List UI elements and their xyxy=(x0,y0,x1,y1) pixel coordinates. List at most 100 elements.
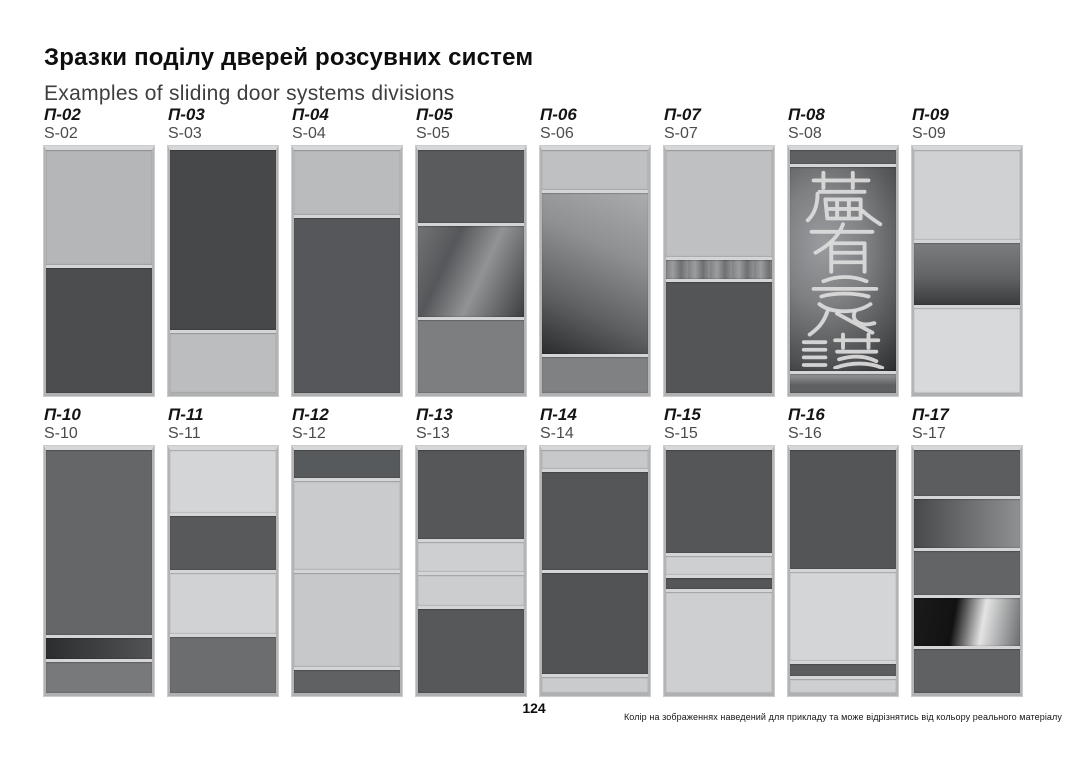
door-panel xyxy=(294,214,400,393)
door-sample-p10: П-10 S-10 xyxy=(44,406,154,696)
door-panel xyxy=(914,304,1020,393)
door-labels: П-08 S-08 xyxy=(788,106,898,146)
door-labels: П-14 S-14 xyxy=(540,406,650,446)
door-labels: П-13 S-13 xyxy=(416,406,526,446)
door-code-uk: П-15 xyxy=(664,405,701,424)
door-panel xyxy=(542,150,648,191)
door-code-en: S-03 xyxy=(168,124,202,142)
door-code-en: S-16 xyxy=(788,424,822,442)
door-panel xyxy=(914,496,1020,548)
door-code-uk: П-08 xyxy=(788,105,825,124)
door-panel xyxy=(170,150,276,330)
door-code-uk: П-02 xyxy=(44,105,81,124)
door-sample-p05: П-05 S-05 xyxy=(416,106,526,396)
door-labels: П-02 S-02 xyxy=(44,106,154,146)
door-code-uk: П-10 xyxy=(44,405,81,424)
door-panel xyxy=(914,450,1020,497)
door-panel xyxy=(46,634,152,660)
door-panel xyxy=(294,666,400,693)
door-panel xyxy=(666,574,772,590)
door-labels: П-09 S-09 xyxy=(912,106,1022,146)
door-sample-p08: П-08 S-08 xyxy=(788,106,898,396)
door-panel xyxy=(914,646,1020,694)
door-panel xyxy=(170,330,276,393)
door-code-en: S-14 xyxy=(540,424,574,442)
page-title: Зразки поділу дверей розсувних систем xyxy=(44,44,534,71)
door-code-uk: П-11 xyxy=(168,405,204,424)
door-code-en: S-04 xyxy=(292,124,326,142)
door-preview xyxy=(664,146,774,396)
door-preview xyxy=(912,446,1022,696)
door-sample-p07: П-07 S-07 xyxy=(664,106,774,396)
door-preview xyxy=(416,146,526,396)
door-panel xyxy=(542,673,648,693)
door-panel xyxy=(542,450,648,469)
door-panel xyxy=(666,450,772,553)
door-preview xyxy=(912,146,1022,396)
door-samples-grid: П-02 S-02 П-03 S-03 П-04 S-04 П-05 S-05 … xyxy=(44,106,1022,696)
door-code-uk: П-17 xyxy=(912,405,949,424)
door-sample-p06: П-06 S-06 xyxy=(540,106,650,396)
door-labels: П-07 S-07 xyxy=(664,106,774,146)
door-panel xyxy=(790,675,896,694)
door-code-uk: П-14 xyxy=(540,405,577,424)
door-labels: П-05 S-05 xyxy=(416,106,526,146)
door-code-uk: П-03 xyxy=(168,105,205,124)
door-panel xyxy=(542,570,648,674)
door-panel xyxy=(666,256,772,279)
door-panel xyxy=(294,570,400,667)
door-panel xyxy=(418,450,524,539)
door-panel xyxy=(790,661,896,676)
door-sample-p13: П-13 S-13 xyxy=(416,406,526,696)
door-panel xyxy=(666,150,772,257)
door-panel xyxy=(418,572,524,606)
door-code-en: S-15 xyxy=(664,424,698,442)
door-panel xyxy=(418,316,524,393)
door-sample-p15: П-15 S-15 xyxy=(664,406,774,696)
door-preview xyxy=(44,446,154,696)
door-code-en: S-09 xyxy=(912,124,946,142)
door-code-en: S-08 xyxy=(788,124,822,142)
calligraphy-artwork xyxy=(801,171,885,370)
door-panel xyxy=(542,468,648,570)
door-panel xyxy=(170,513,276,570)
door-code-uk: П-04 xyxy=(292,105,329,124)
door-code-en: S-06 xyxy=(540,124,574,142)
page-subtitle: Examples of sliding door systems divisio… xyxy=(44,82,455,105)
color-disclaimer: Колір на зображеннях наведений для прикл… xyxy=(623,712,1062,722)
door-labels: П-06 S-06 xyxy=(540,106,650,146)
door-code-uk: П-09 xyxy=(912,105,949,124)
door-sample-p16: П-16 S-16 xyxy=(788,406,898,696)
door-panel xyxy=(294,450,400,479)
door-preview xyxy=(292,146,402,396)
door-sample-p04: П-04 S-04 xyxy=(292,106,402,396)
door-code-uk: П-06 xyxy=(540,105,577,124)
door-code-uk: П-16 xyxy=(788,405,825,424)
door-preview xyxy=(168,146,278,396)
door-panel xyxy=(418,150,524,224)
door-preview xyxy=(788,446,898,696)
door-panel xyxy=(790,371,896,393)
door-preview xyxy=(416,446,526,696)
door-panel xyxy=(418,538,524,573)
door-panel xyxy=(46,659,152,693)
door-labels: П-15 S-15 xyxy=(664,406,774,446)
door-code-uk: П-05 xyxy=(416,105,453,124)
door-panel xyxy=(294,150,400,215)
door-panel xyxy=(46,150,152,266)
door-labels: П-12 S-12 xyxy=(292,406,402,446)
door-preview xyxy=(540,146,650,396)
door-panel xyxy=(790,150,896,165)
door-panel xyxy=(666,278,772,393)
door-code-en: S-07 xyxy=(664,124,698,142)
door-code-uk: П-13 xyxy=(416,405,453,424)
door-preview xyxy=(664,446,774,696)
door-sample-p17: П-17 S-17 xyxy=(912,406,1022,696)
door-code-en: S-05 xyxy=(416,124,450,142)
page-number: 124 xyxy=(522,700,546,716)
door-sample-p12: П-12 S-12 xyxy=(292,406,402,696)
door-panel xyxy=(914,150,1020,241)
door-panel xyxy=(914,594,1020,647)
door-labels: П-04 S-04 xyxy=(292,106,402,146)
door-labels: П-16 S-16 xyxy=(788,406,898,446)
